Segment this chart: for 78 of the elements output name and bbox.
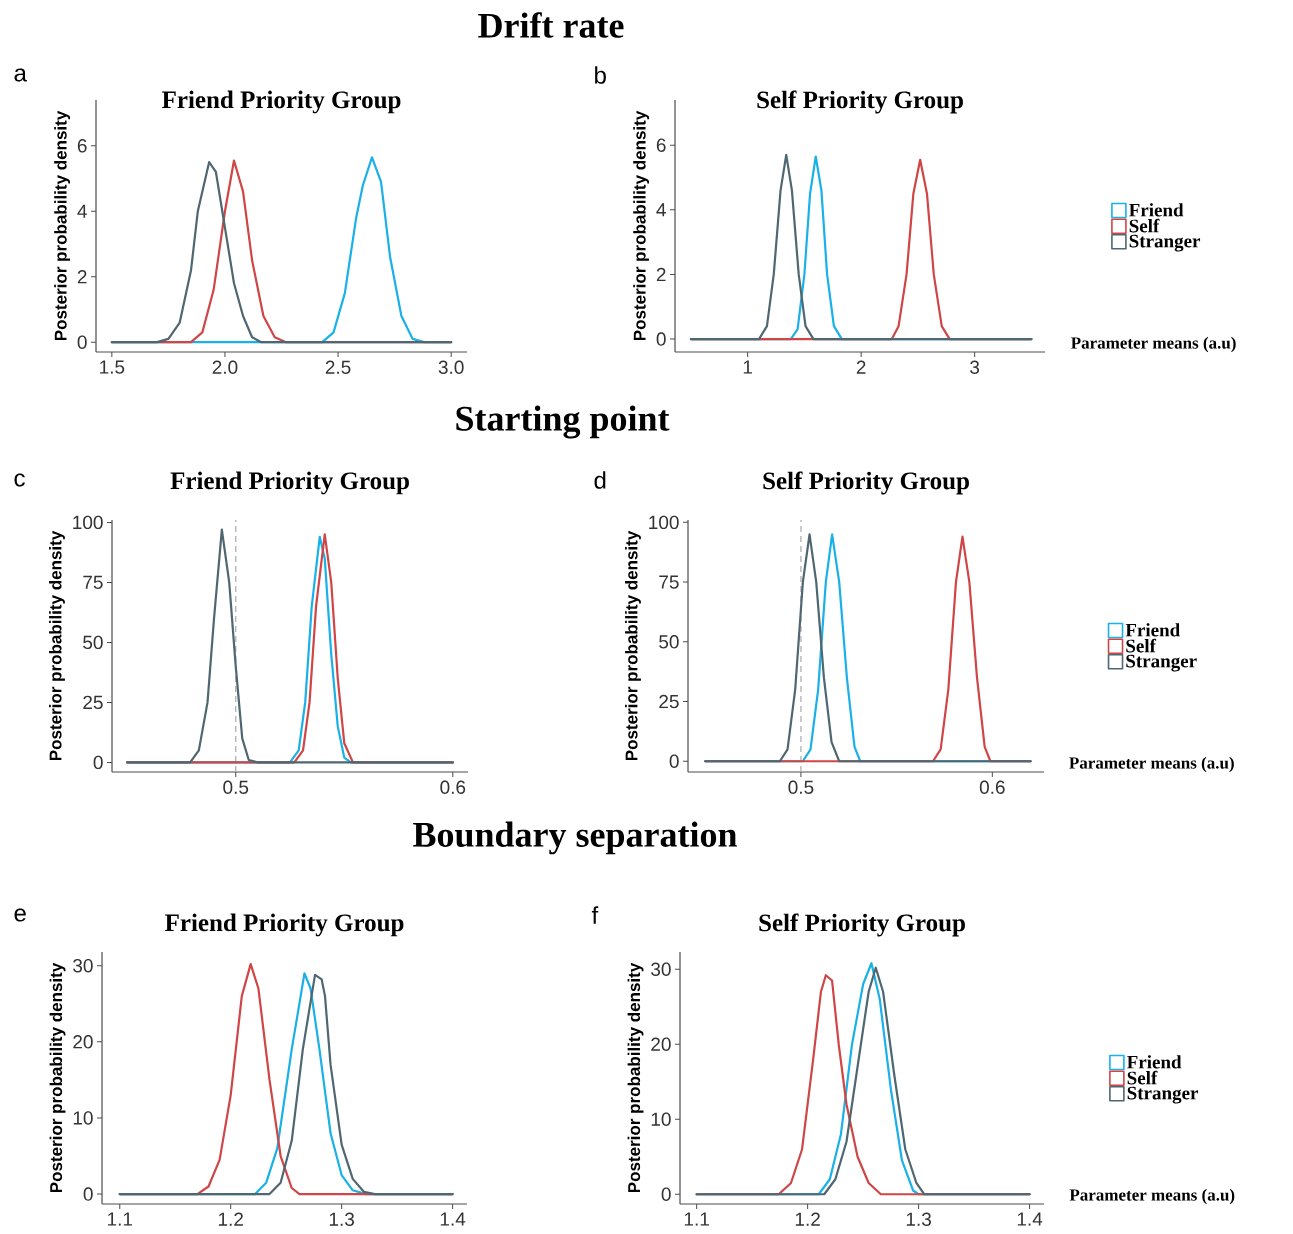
y-axis-title: Posterior probability density <box>54 110 71 341</box>
x-tick-label: 2.5 <box>325 360 351 374</box>
chart-title: Friend Priority Group <box>162 90 401 114</box>
x-axis-title: Parameter means (a.u) <box>1069 756 1234 773</box>
y-tick-label: 25 <box>83 695 103 710</box>
x-tick-label: 3 <box>970 360 980 374</box>
x-axis-title: Parameter means (a.u) <box>1071 336 1236 353</box>
y-tick-label: 20 <box>73 1035 93 1049</box>
x-tick-label: 1.4 <box>440 1212 466 1226</box>
chart-title: Self Priority Group <box>759 913 965 937</box>
y-axis-title: Posterior probability density <box>625 530 641 761</box>
y-axis-title: Posterior probability density <box>49 962 66 1193</box>
legend-label: Self <box>1126 638 1157 653</box>
x-tick-label: 0.6 <box>440 780 466 794</box>
x-tick-label: 1 <box>743 360 752 374</box>
y-axis-title: Posterior probability density <box>633 110 650 341</box>
legend-label: Stranger <box>1129 234 1201 252</box>
y-tick-label: 4 <box>77 204 87 218</box>
text: a <box>14 68 27 82</box>
x-tick-label: 1.3 <box>906 1212 931 1226</box>
x-tick-label: 2.0 <box>212 360 238 374</box>
y-tick-label: 6 <box>77 139 87 153</box>
y-tick-label: 6 <box>656 138 666 152</box>
text: Boundary separation <box>413 821 737 855</box>
legend-label: Stranger <box>1126 654 1197 672</box>
legend-label: Self <box>1127 1070 1158 1085</box>
y-tick-label: 75 <box>659 575 679 589</box>
y-tick-label: 0 <box>656 332 666 346</box>
x-tick-label: 2 <box>856 360 866 374</box>
y-tick-label: 10 <box>73 1111 93 1125</box>
text: c <box>14 473 25 487</box>
y-tick-label: 0 <box>669 754 679 768</box>
text: f <box>591 906 599 924</box>
y-tick-label: 10 <box>651 1112 671 1126</box>
x-tick-label: 1.2 <box>218 1212 243 1226</box>
x-tick-label: 1.1 <box>684 1212 709 1226</box>
y-tick-label: 50 <box>83 635 103 650</box>
y-tick-label: 20 <box>651 1037 671 1051</box>
text: b <box>595 66 606 84</box>
x-tick-label: 1.5 <box>100 360 125 374</box>
y-tick-label: 100 <box>73 515 103 530</box>
chart-title: Friend Priority Group <box>170 471 409 495</box>
x-tick-label: 1.4 <box>1017 1212 1043 1226</box>
text: e <box>14 908 26 922</box>
x-tick-label: 1.3 <box>329 1212 355 1226</box>
chart-title: Friend Priority Group <box>165 913 404 937</box>
y-tick-label: 30 <box>73 958 93 973</box>
text: Starting point <box>456 405 670 439</box>
text: Drift rate <box>478 12 624 38</box>
y-tick-label: 4 <box>656 203 666 217</box>
chart-title: Self Priority Group <box>757 90 963 114</box>
y-tick-label: 75 <box>83 575 103 590</box>
x-tick-label: 0.5 <box>223 780 249 794</box>
x-tick-label: 0.6 <box>979 780 1005 794</box>
y-tick-label: 0 <box>77 335 87 349</box>
y-tick-label: 0 <box>661 1187 671 1201</box>
x-tick-label: 0.5 <box>788 780 814 794</box>
legend-label: Self <box>1129 218 1160 233</box>
x-axis-title: Parameter means (a.u) <box>1069 1188 1235 1205</box>
text: d <box>594 471 606 489</box>
chart-title: Self Priority Group <box>763 471 969 495</box>
y-tick-label: 25 <box>659 694 679 709</box>
y-tick-label: 2 <box>656 267 666 282</box>
y-tick-label: 100 <box>649 515 679 530</box>
y-tick-label: 2 <box>77 270 87 284</box>
x-tick-label: 1.2 <box>795 1212 820 1226</box>
y-axis-title: Posterior probability density <box>49 530 65 761</box>
y-tick-label: 30 <box>651 962 671 976</box>
y-tick-label: 50 <box>659 635 679 649</box>
y-tick-label: 0 <box>93 755 103 770</box>
x-tick-label: 3.0 <box>438 360 464 374</box>
legend-label: Friend <box>1125 623 1180 637</box>
y-tick-label: 0 <box>83 1187 93 1201</box>
y-axis-title: Posterior probability density <box>627 962 644 1193</box>
legend-label: Friend <box>1129 203 1184 217</box>
legend-label: Stranger <box>1127 1086 1199 1104</box>
x-tick-label: 1.1 <box>108 1212 133 1226</box>
legend-label: Friend <box>1127 1055 1182 1069</box>
